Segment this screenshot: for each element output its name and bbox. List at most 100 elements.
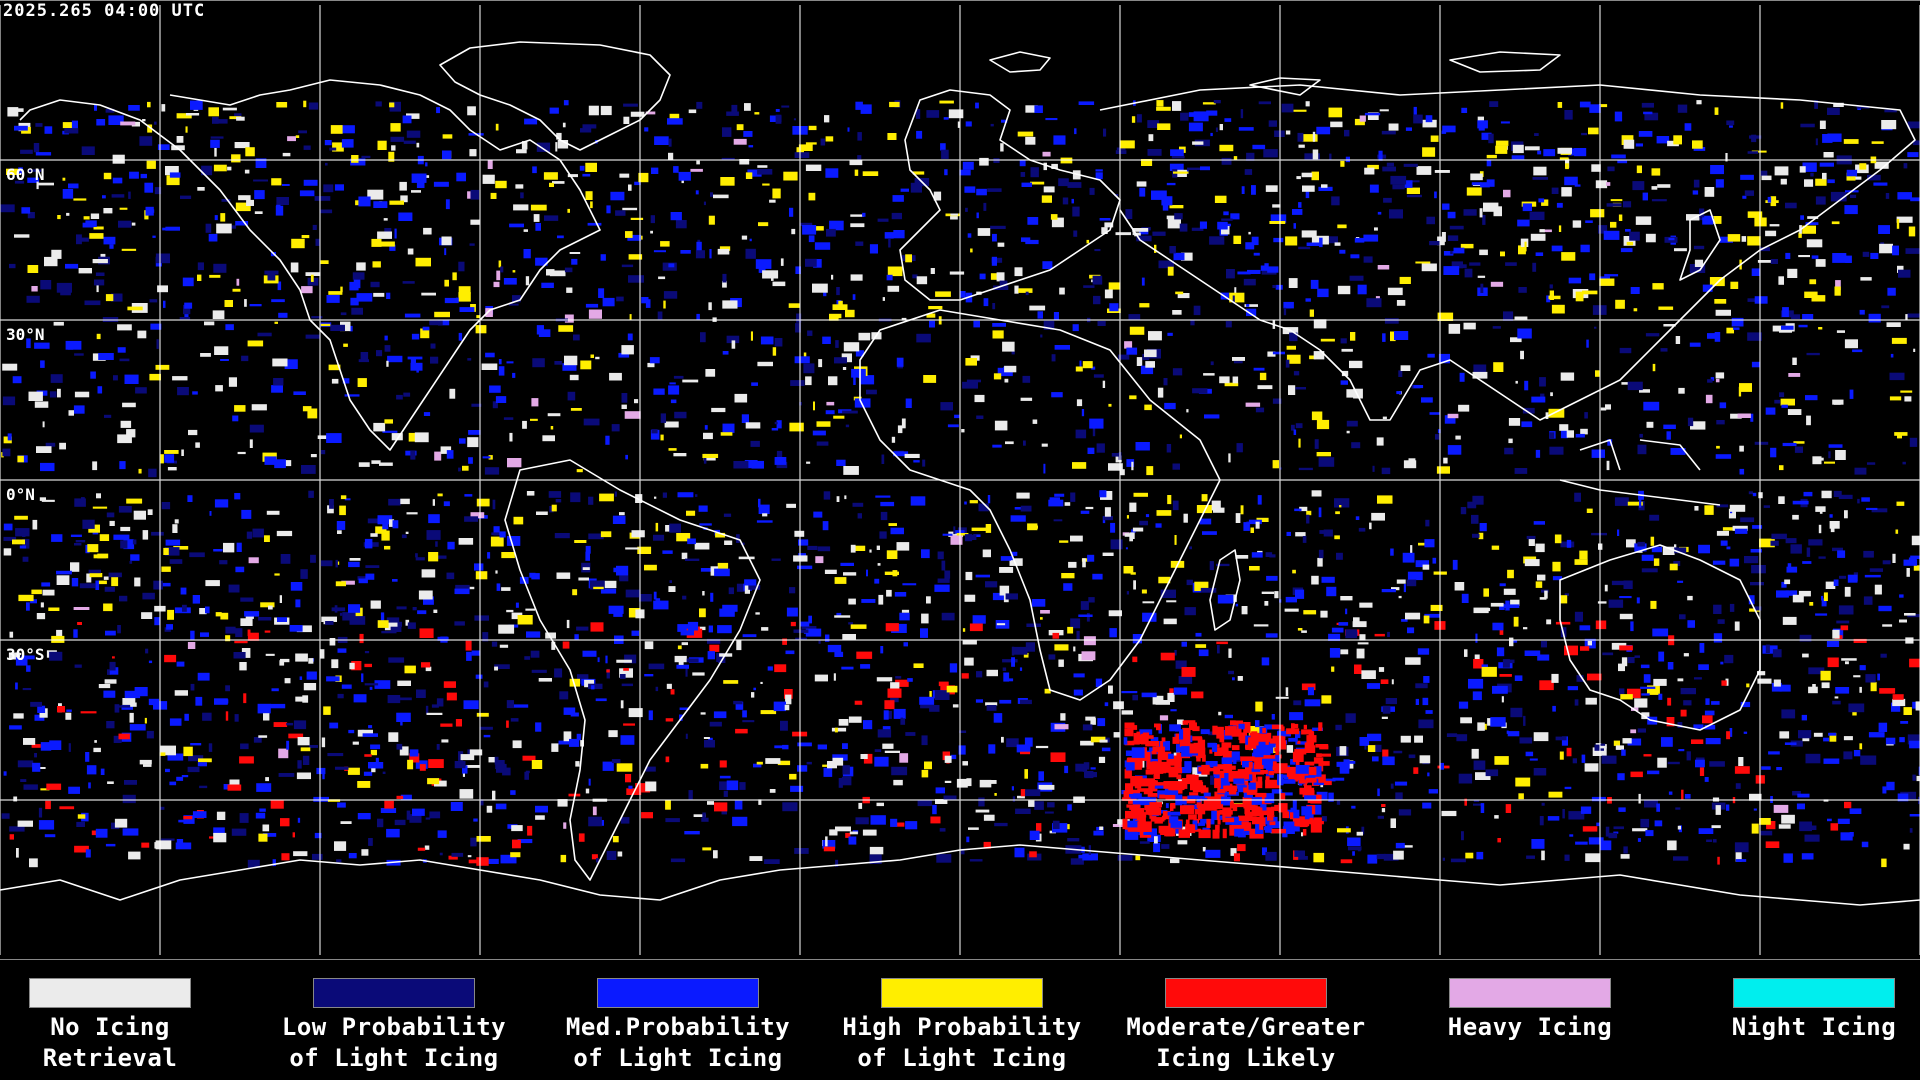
- icing-pixel: [330, 324, 345, 331]
- icing-pixel: [384, 345, 391, 352]
- legend-item-heavy-icing: Heavy Icing: [1400, 978, 1660, 1043]
- icing-pixel: [1293, 700, 1302, 706]
- icing-pixel: [1152, 746, 1165, 752]
- icing-pixel: [588, 496, 594, 505]
- icing-pixel: [722, 423, 735, 433]
- icing-pixel: [772, 188, 781, 199]
- icing-pixel: [1658, 651, 1665, 662]
- icing-pixel: [1899, 594, 1904, 598]
- icing-pixel: [1493, 362, 1504, 372]
- icing-pixel: [563, 100, 569, 106]
- icing-pixel: [498, 624, 515, 634]
- icing-pixel: [951, 754, 957, 760]
- icing-pixel: [653, 534, 665, 541]
- icing-pixel: [471, 650, 481, 656]
- icing-pixel: [1287, 771, 1298, 775]
- icing-pixel: [564, 267, 573, 273]
- icing-pixel: [1126, 459, 1135, 467]
- icing-pixel: [1413, 767, 1419, 774]
- icing-pixel: [205, 606, 210, 614]
- icing-pixel: [808, 615, 812, 624]
- icing-pixel: [349, 558, 361, 561]
- icing-pixel: [673, 166, 679, 173]
- icing-pixel: [852, 545, 866, 551]
- icing-pixel: [1737, 413, 1751, 418]
- icing-pixel: [1670, 448, 1686, 455]
- icing-pixel: [1503, 311, 1514, 321]
- icing-pixel: [425, 817, 431, 820]
- icing-pixel: [1169, 688, 1174, 694]
- icing-pixel: [1317, 557, 1323, 567]
- icing-pixel: [1859, 309, 1865, 315]
- icing-pixel: [85, 752, 90, 762]
- icing-pixel: [400, 794, 412, 801]
- icing-pixel: [273, 378, 284, 386]
- icing-pixel: [745, 248, 756, 259]
- icing-pixel: [1158, 260, 1174, 269]
- icing-pixel: [326, 676, 340, 682]
- icing-pixel: [1217, 726, 1224, 735]
- icing-pixel: [1344, 129, 1350, 137]
- icing-pixel: [1312, 149, 1319, 160]
- icing-pixel: [665, 818, 680, 823]
- icing-pixel: [1340, 649, 1349, 655]
- icing-pixel: [340, 286, 343, 293]
- icing-pixel: [340, 312, 347, 316]
- icing-pixel: [17, 760, 34, 768]
- icing-pixel: [531, 573, 540, 580]
- icing-pixel: [1253, 765, 1264, 770]
- icing-pixel: [987, 188, 1002, 192]
- icing-pixel: [1034, 801, 1044, 810]
- icing-pixel: [1083, 762, 1090, 770]
- icing-pixel: [258, 833, 268, 842]
- icing-pixel: [996, 623, 1006, 626]
- icing-pixel: [1215, 824, 1220, 833]
- icing-pixel: [720, 177, 735, 186]
- icing-pixel: [956, 778, 968, 788]
- icing-pixel: [1471, 748, 1479, 759]
- icing-pixel: [1774, 399, 1781, 404]
- icing-pixel: [438, 320, 450, 326]
- icing-pixel: [1725, 678, 1729, 686]
- icing-pixel: [325, 162, 328, 166]
- icing-pixel: [950, 213, 958, 220]
- icing-pixel: [449, 388, 456, 399]
- icing-pixel: [992, 233, 997, 242]
- icing-pixel: [788, 303, 800, 308]
- icing-pixel: [1340, 338, 1347, 344]
- icing-pixel: [1014, 847, 1025, 858]
- icing-pixel: [703, 453, 707, 464]
- icing-pixel: [1425, 519, 1430, 527]
- icing-pixel: [1329, 153, 1332, 161]
- icing-pixel: [1623, 139, 1635, 149]
- icing-pixel: [1782, 616, 1797, 625]
- icing-pixel: [1561, 252, 1576, 261]
- icing-pixel: [696, 313, 700, 320]
- icing-pixel: [1126, 515, 1129, 519]
- icing-pixel: [525, 608, 535, 611]
- icing-pixel: [1080, 740, 1094, 746]
- icing-pixel: [197, 762, 207, 767]
- icing-pixel: [861, 599, 876, 603]
- icing-pixel: [129, 712, 134, 723]
- icing-pixel: [1121, 691, 1138, 694]
- icing-pixel: [1752, 492, 1757, 497]
- icing-pixel: [2, 363, 18, 371]
- icing-pixel: [1377, 265, 1390, 270]
- icing-pixel: [1472, 495, 1484, 505]
- icing-pixel: [1336, 552, 1343, 560]
- icing-pixel: [1293, 371, 1300, 376]
- icing-pixel: [253, 179, 268, 182]
- icing-pixel: [849, 160, 863, 166]
- icing-pixel: [708, 302, 712, 311]
- icing-pixel: [512, 372, 516, 378]
- icing-pixel: [1131, 461, 1134, 471]
- icing-pixel: [73, 607, 90, 610]
- icing-pixel: [1016, 744, 1031, 753]
- icing-pixel: [855, 101, 863, 110]
- icing-pixel: [1340, 160, 1345, 167]
- icing-pixel: [122, 698, 136, 705]
- icing-pixel: [1415, 560, 1429, 568]
- icing-pixel: [86, 573, 92, 583]
- icing-pixel: [337, 530, 342, 534]
